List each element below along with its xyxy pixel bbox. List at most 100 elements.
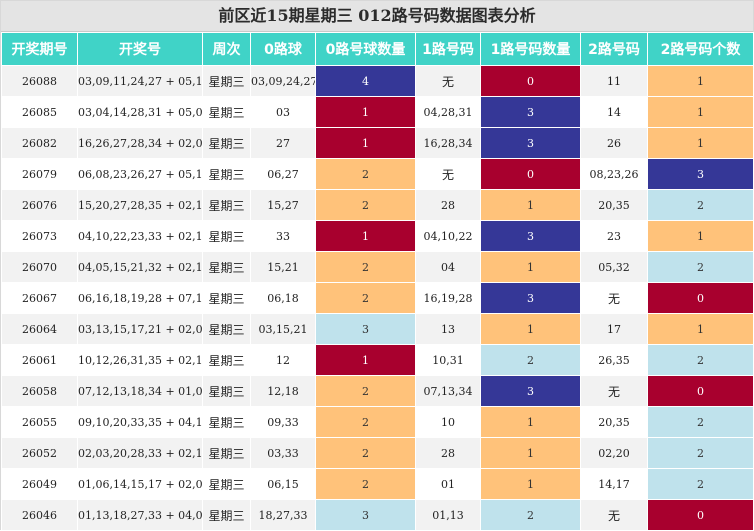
cell-route1-count: 0: [480, 65, 581, 97]
cell-route2: 26: [580, 127, 648, 159]
cell-issue: 26061: [1, 344, 78, 376]
cell-numbers: 01,13,18,27,33 + 04,07: [77, 499, 203, 531]
cell-route2-count: 2: [647, 344, 754, 376]
cell-route2: 20,35: [580, 189, 648, 221]
cell-route0-count: 1: [315, 96, 416, 128]
cell-weekday: 星期三: [202, 468, 251, 500]
cell-numbers: 01,06,14,15,17 + 02,03: [77, 468, 203, 500]
cell-route2: 11: [580, 65, 648, 97]
cell-route0-count: 1: [315, 220, 416, 252]
table-row: 26055 09,10,20,33,35 + 04,11 星期三 09,33 2 10 1 2…: [1, 406, 754, 438]
cell-route0: 12: [250, 344, 316, 376]
cell-route1-count: 3: [480, 127, 581, 159]
cell-route0: 06,15: [250, 468, 316, 500]
cell-route1-count: 1: [480, 251, 581, 283]
cell-route0: 18,27,33: [250, 499, 316, 531]
table-body: 26088 03,09,11,24,27 + 05,11 星期三 03,09,24,2…: [1, 65, 754, 531]
cell-weekday: 星期三: [202, 189, 251, 221]
cell-route1: 无: [415, 65, 481, 97]
cell-route2: 20,35: [580, 406, 648, 438]
cell-route1-count: 1: [480, 406, 581, 438]
cell-route1-count: 3: [480, 375, 581, 407]
header-route1-count: 1路号码数量: [480, 32, 581, 66]
cell-route0: 03,09,24,27: [250, 65, 316, 97]
cell-issue: 26058: [1, 375, 78, 407]
cell-route0: 03: [250, 96, 316, 128]
cell-numbers: 10,12,26,31,35 + 02,12: [77, 344, 203, 376]
cell-route2: 02,20: [580, 437, 648, 469]
table-row: 26046 01,13,18,27,33 + 04,07 星期三 18,27,33 3 0…: [1, 499, 754, 531]
cell-route2-count: 2: [647, 189, 754, 221]
cell-numbers: 15,20,27,28,35 + 02,11: [77, 189, 203, 221]
table-row: 26049 01,06,14,15,17 + 02,03 星期三 06,15 2 01 1 1…: [1, 468, 754, 500]
cell-weekday: 星期三: [202, 96, 251, 128]
cell-numbers: 02,03,20,28,33 + 02,12: [77, 437, 203, 469]
cell-route2-count: 0: [647, 499, 754, 531]
cell-numbers: 07,12,13,18,34 + 01,05: [77, 375, 203, 407]
cell-issue: 26067: [1, 282, 78, 314]
cell-route1: 28: [415, 437, 481, 469]
table-header-row: 开奖期号 开奖号 周次 0路球 0路号球数量 1路号码 1路号码数量 2路号码 …: [1, 32, 754, 66]
cell-route1: 01,13: [415, 499, 481, 531]
table-row: 26079 06,08,23,26,27 + 05,12 星期三 06,27 2 无 0 08…: [1, 158, 754, 190]
table-row: 26082 16,26,27,28,34 + 02,06 星期三 27 1 16,28,3…: [1, 127, 754, 159]
cell-issue: 26073: [1, 220, 78, 252]
cell-route1: 10,31: [415, 344, 481, 376]
cell-route1: 无: [415, 158, 481, 190]
cell-weekday: 星期三: [202, 406, 251, 438]
cell-weekday: 星期三: [202, 65, 251, 97]
cell-route0-count: 3: [315, 499, 416, 531]
cell-issue: 26055: [1, 406, 78, 438]
cell-route1: 01: [415, 468, 481, 500]
cell-route2: 26,35: [580, 344, 648, 376]
cell-route1: 04: [415, 251, 481, 283]
cell-route1: 10: [415, 406, 481, 438]
cell-issue: 26076: [1, 189, 78, 221]
cell-route2: 无: [580, 282, 648, 314]
table-row: 26088 03,09,11,24,27 + 05,11 星期三 03,09,24,2…: [1, 65, 754, 97]
cell-route1-count: 1: [480, 437, 581, 469]
cell-route2: 17: [580, 313, 648, 345]
cell-route2-count: 1: [647, 96, 754, 128]
cell-route2: 14,17: [580, 468, 648, 500]
cell-route2: 23: [580, 220, 648, 252]
table-row: 26073 04,10,22,23,33 + 02,12 星期三 33 1 04,10,2…: [1, 220, 754, 252]
cell-numbers: 09,10,20,33,35 + 04,11: [77, 406, 203, 438]
cell-route0-count: 3: [315, 313, 416, 345]
cell-route2: 08,23,26: [580, 158, 648, 190]
cell-route0: 12,18: [250, 375, 316, 407]
cell-weekday: 星期三: [202, 251, 251, 283]
cell-route0-count: 2: [315, 251, 416, 283]
page-title: 前区近15期星期三 012路号码数据图表分析: [1, 1, 753, 32]
cell-route2: 05,32: [580, 251, 648, 283]
cell-numbers: 16,26,27,28,34 + 02,06: [77, 127, 203, 159]
cell-route2-count: 1: [647, 313, 754, 345]
cell-route1-count: 3: [480, 282, 581, 314]
cell-route1-count: 3: [480, 96, 581, 128]
cell-route0: 27: [250, 127, 316, 159]
cell-route2-count: 3: [647, 158, 754, 190]
header-route0: 0路球: [250, 32, 316, 66]
cell-route1: 04,28,31: [415, 96, 481, 128]
table-row: 26076 15,20,27,28,35 + 02,11 星期三 15,27 2 28 1 2…: [1, 189, 754, 221]
cell-route1: 04,10,22: [415, 220, 481, 252]
cell-weekday: 星期三: [202, 499, 251, 531]
cell-route2: 14: [580, 96, 648, 128]
cell-route0-count: 2: [315, 282, 416, 314]
cell-issue: 26064: [1, 313, 78, 345]
table-row: 26085 03,04,14,28,31 + 05,07 星期三 03 1 04,28,3…: [1, 96, 754, 128]
cell-issue: 26052: [1, 437, 78, 469]
cell-route0-count: 1: [315, 344, 416, 376]
cell-route1-count: 2: [480, 499, 581, 531]
cell-route0: 03,33: [250, 437, 316, 469]
cell-numbers: 04,10,22,23,33 + 02,12: [77, 220, 203, 252]
table-row: 26058 07,12,13,18,34 + 01,05 星期三 12,18 2 07,1…: [1, 375, 754, 407]
cell-route0-count: 2: [315, 406, 416, 438]
cell-numbers: 03,04,14,28,31 + 05,07: [77, 96, 203, 128]
cell-numbers: 06,16,18,19,28 + 07,11: [77, 282, 203, 314]
cell-route2: 无: [580, 499, 648, 531]
cell-route1: 13: [415, 313, 481, 345]
cell-route2-count: 0: [647, 375, 754, 407]
cell-route1-count: 3: [480, 220, 581, 252]
header-route2-count: 2路号码个数: [647, 32, 754, 66]
